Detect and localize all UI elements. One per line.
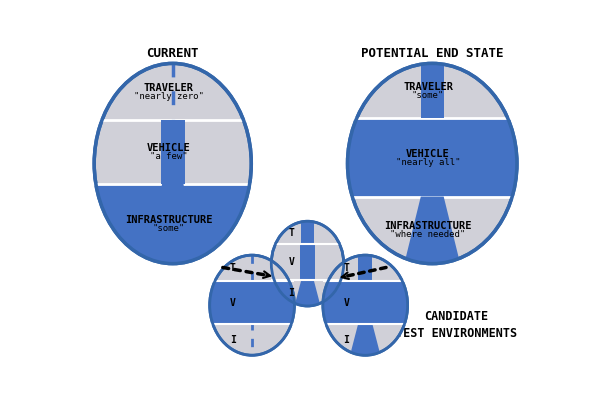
Polygon shape bbox=[301, 221, 314, 244]
Bar bbox=[322, 281, 409, 324]
Text: T: T bbox=[288, 228, 294, 238]
Ellipse shape bbox=[271, 221, 344, 306]
Polygon shape bbox=[147, 183, 199, 263]
Polygon shape bbox=[404, 197, 460, 263]
Bar bbox=[92, 183, 253, 263]
Text: V: V bbox=[230, 298, 236, 308]
Text: I: I bbox=[230, 335, 236, 345]
Text: T: T bbox=[230, 263, 236, 273]
Text: T: T bbox=[343, 263, 349, 273]
Text: VEHICLE: VEHICLE bbox=[406, 149, 450, 159]
Text: "nearly all": "nearly all" bbox=[396, 158, 460, 166]
Text: "where needed": "where needed" bbox=[391, 230, 466, 239]
Polygon shape bbox=[358, 255, 373, 281]
Bar bbox=[208, 281, 296, 324]
Ellipse shape bbox=[210, 255, 295, 355]
Text: "a few": "a few" bbox=[150, 152, 188, 161]
Text: POTENTIAL END STATE: POTENTIAL END STATE bbox=[361, 47, 503, 59]
Text: INFRASTRUCTURE: INFRASTRUCTURE bbox=[125, 215, 212, 225]
Bar bbox=[161, 121, 185, 183]
Text: TRAVELER: TRAVELER bbox=[403, 82, 453, 92]
Text: I: I bbox=[288, 288, 294, 298]
Text: CANDIDATE
TEST ENVIRONMENTS: CANDIDATE TEST ENVIRONMENTS bbox=[395, 310, 517, 340]
Text: INFRASTRUCTURE: INFRASTRUCTURE bbox=[384, 221, 472, 231]
Text: VEHICLE: VEHICLE bbox=[147, 143, 191, 153]
Bar bbox=[346, 119, 518, 197]
Bar bbox=[244, 281, 260, 324]
Text: "some": "some" bbox=[412, 91, 444, 100]
Text: I: I bbox=[343, 335, 349, 345]
Bar bbox=[421, 64, 443, 119]
Text: "some": "some" bbox=[152, 224, 185, 233]
Ellipse shape bbox=[94, 64, 251, 263]
Polygon shape bbox=[300, 244, 315, 280]
Text: "nearly zero": "nearly zero" bbox=[134, 92, 204, 101]
Text: TRAVELER: TRAVELER bbox=[144, 83, 194, 93]
Ellipse shape bbox=[323, 255, 407, 355]
Polygon shape bbox=[350, 324, 380, 355]
Text: CURRENT: CURRENT bbox=[146, 47, 199, 59]
Polygon shape bbox=[295, 280, 320, 306]
Ellipse shape bbox=[347, 64, 517, 263]
Text: V: V bbox=[288, 257, 294, 267]
Text: V: V bbox=[343, 298, 349, 308]
